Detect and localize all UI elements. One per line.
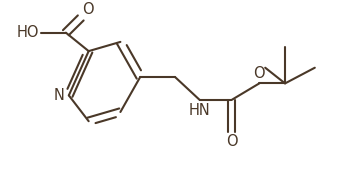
Text: O: O bbox=[82, 2, 94, 17]
Text: N: N bbox=[54, 88, 65, 103]
Text: HN: HN bbox=[189, 103, 210, 118]
Text: O: O bbox=[226, 134, 237, 149]
Text: O: O bbox=[253, 66, 265, 81]
Text: HO: HO bbox=[17, 25, 39, 40]
